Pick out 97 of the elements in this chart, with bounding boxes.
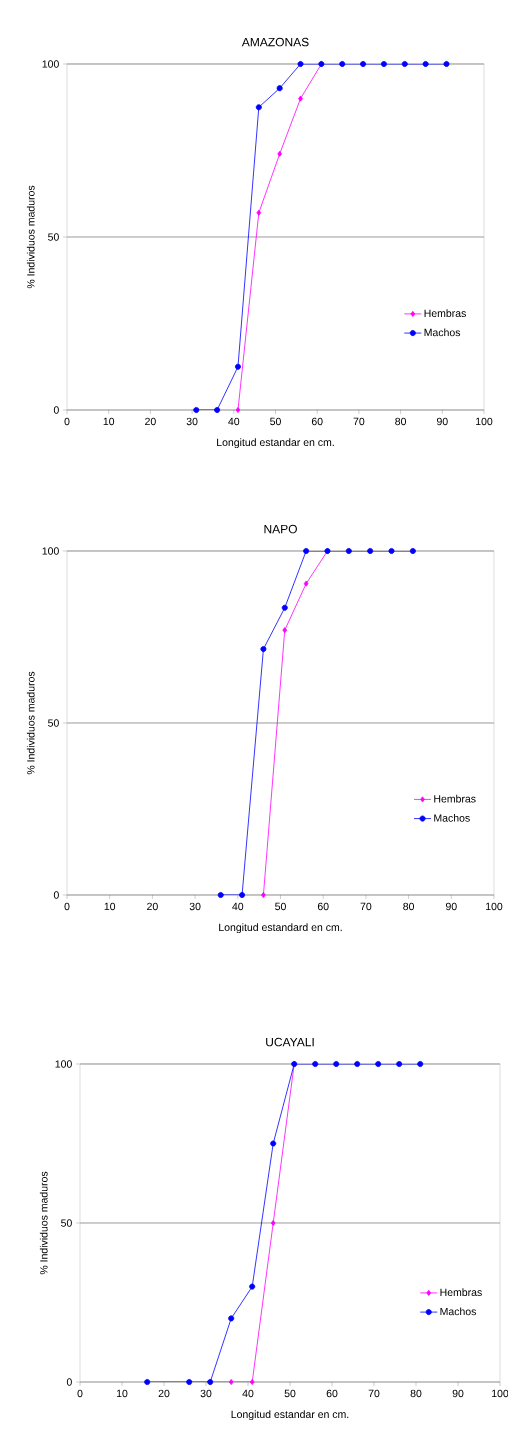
point	[256, 209, 262, 216]
x-tick-label: 100	[486, 902, 503, 911]
point	[380, 60, 387, 67]
chart-title: AMAZONAS	[241, 37, 309, 47]
legend-label: Machos	[424, 328, 461, 337]
point	[144, 1379, 151, 1385]
x-tick-label: 10	[104, 902, 116, 911]
point	[186, 1379, 193, 1385]
x-tick-label: 40	[228, 417, 240, 426]
x-tick-label: 40	[242, 1389, 254, 1398]
x-tick-label: 30	[189, 902, 201, 911]
x-tick-label: 70	[360, 902, 372, 911]
legend-label: Machos	[440, 1307, 477, 1316]
legend-label: Hembras	[440, 1288, 482, 1297]
y-tick-label: 50	[48, 719, 59, 727]
point	[217, 891, 224, 898]
x-tick-label: 40	[232, 902, 244, 911]
point	[255, 104, 262, 111]
point	[261, 891, 266, 898]
point	[214, 406, 221, 413]
x-tick-label: 10	[116, 1389, 128, 1398]
point	[249, 1379, 255, 1385]
point	[228, 1315, 235, 1322]
point	[303, 547, 310, 554]
point	[298, 95, 303, 102]
point	[281, 604, 288, 611]
y-tick-label: 50	[48, 233, 59, 241]
point	[235, 406, 241, 413]
point	[409, 547, 416, 554]
y-tick-label: 50	[61, 1219, 72, 1227]
point	[417, 1060, 424, 1067]
point	[193, 406, 200, 413]
point	[303, 580, 309, 587]
y-axis-title: % Individuos maduros	[39, 1171, 48, 1275]
y-axis-title: % Individuos maduros	[26, 185, 35, 289]
x-tick-label: 20	[158, 1389, 170, 1398]
point	[260, 646, 267, 653]
x-tick-label: 10	[103, 417, 115, 426]
y-axis-title: % Individuos maduros	[26, 671, 35, 775]
point	[367, 547, 374, 554]
x-tick-label: 60	[311, 417, 323, 426]
point	[249, 1283, 256, 1290]
legend-label: Machos	[434, 813, 470, 822]
y-tick-label: 100	[42, 547, 59, 555]
point	[388, 547, 395, 554]
chart-title: UCAYALI	[266, 1037, 314, 1047]
y-tick-label: 100	[42, 60, 59, 68]
point	[422, 60, 429, 67]
point	[297, 60, 304, 67]
x-tick-label: 90	[445, 902, 457, 911]
point	[234, 363, 241, 370]
point	[270, 1220, 276, 1226]
x-axis-title: Longitud estandar en cm.	[231, 1410, 349, 1421]
x-tick-label: 60	[317, 902, 329, 911]
x-tick-label: 100	[492, 1389, 508, 1398]
x-tick-label: 80	[395, 417, 407, 426]
x-tick-label: 90	[452, 1389, 464, 1398]
x-tick-label: 100	[476, 417, 493, 426]
y-tick-label: 0	[53, 891, 59, 899]
point	[354, 1060, 361, 1067]
chart-title: NAPO	[264, 524, 297, 534]
x-tick-label: 0	[77, 1389, 83, 1398]
x-tick-label: 30	[200, 1389, 212, 1398]
point	[396, 1060, 403, 1067]
point	[239, 891, 246, 898]
point	[282, 627, 288, 634]
legend-label: Hembras	[434, 794, 476, 803]
point	[228, 1379, 234, 1385]
y-tick-label: 0	[53, 406, 59, 414]
point	[333, 1060, 340, 1067]
x-tick-label: 80	[410, 1389, 422, 1398]
x-tick-label: 60	[326, 1389, 338, 1398]
x-tick-label: 20	[147, 902, 158, 911]
y-tick-label: 100	[55, 1060, 72, 1068]
point	[270, 1140, 277, 1147]
x-tick-label: 30	[186, 417, 198, 426]
x-tick-label: 70	[368, 1389, 380, 1398]
x-tick-label: 20	[145, 417, 156, 426]
x-tick-label: 50	[284, 1389, 296, 1398]
x-axis-title: Longitud estandard en cm.	[219, 923, 342, 934]
x-tick-label: 50	[275, 902, 286, 911]
x-tick-label: 50	[270, 417, 281, 426]
point	[401, 60, 408, 67]
x-axis-title: Longitud estandar en cm.	[217, 438, 334, 449]
x-tick-label: 70	[353, 417, 365, 426]
point	[312, 1060, 319, 1067]
point	[276, 85, 283, 92]
point	[443, 60, 450, 67]
legend-label: Hembras	[424, 309, 466, 318]
point	[345, 547, 352, 554]
point	[360, 60, 367, 67]
x-tick-label: 80	[403, 902, 415, 911]
x-tick-label: 90	[436, 417, 448, 426]
point	[339, 60, 346, 67]
point	[277, 150, 283, 157]
y-tick-label: 0	[66, 1378, 72, 1386]
point	[375, 1060, 382, 1067]
